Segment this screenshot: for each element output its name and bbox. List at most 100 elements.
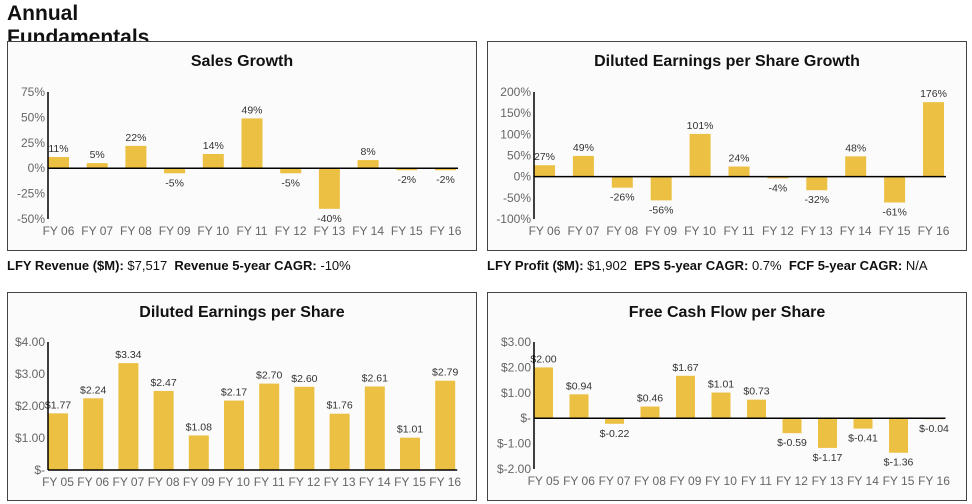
chart-plot: $4.00 $3.00 $2.00 $1.00 $- $1.77 FY 05 $2.24 FY … (15, 335, 461, 489)
data-label: -40% (317, 213, 342, 225)
x-tick-label: FY 10 (705, 474, 737, 488)
bar (318, 168, 340, 209)
data-label: $2.79 (432, 367, 458, 379)
data-label: $2.00 (530, 353, 556, 365)
x-tick-label: FY 07 (112, 475, 144, 489)
x-tick-label: FY 11 (724, 224, 755, 238)
bar (364, 386, 385, 470)
data-label: $-0.04 (919, 423, 949, 435)
revenue-cagr-value: -10% (320, 258, 351, 273)
x-tick-label: FY 12 (288, 475, 320, 489)
x-tick-label: FY 10 (218, 475, 250, 489)
data-label: 24% (728, 153, 749, 165)
y-tick-label: $- (34, 463, 45, 477)
bar (294, 386, 315, 470)
bar (845, 156, 867, 177)
data-label: $-0.59 (777, 437, 807, 449)
data-label: 11% (48, 143, 68, 155)
x-tick-label: FY 11 (254, 475, 285, 489)
bar (572, 155, 594, 177)
bar (86, 163, 108, 169)
x-tick-label: FY 08 (606, 224, 638, 238)
eps-growth-chart: Diluted Earnings per Share Growth 200% 15… (487, 41, 967, 251)
profit-label: LFY Profit ($M): (487, 258, 584, 273)
bar (280, 168, 302, 174)
bar (48, 413, 68, 470)
bar (224, 400, 244, 470)
data-label: -4% (769, 182, 788, 194)
data-label: -26% (610, 192, 635, 204)
y-tick-label: -100% (496, 212, 531, 226)
bar (48, 157, 69, 169)
x-tick-label: FY 06 (43, 224, 75, 238)
x-tick-label: FY 09 (183, 475, 215, 489)
bar (884, 176, 906, 203)
y-tick-label: $2.00 (501, 360, 531, 374)
data-label: -32% (805, 194, 830, 206)
bar (329, 413, 350, 470)
y-tick-label: $-1.00 (497, 437, 531, 451)
y-tick-label: -50% (17, 212, 45, 226)
chart-plot: $3.00 $2.00 $1.00 $- $-1.00 $-2.00 $2.00 FY 05 $… (497, 335, 950, 488)
bar (728, 166, 750, 177)
x-tick-label: FY 06 (77, 475, 109, 489)
x-tick-label: FY 08 (634, 474, 666, 488)
bar (569, 394, 589, 419)
revenue-cagr-label: Revenue 5-year CAGR: (174, 258, 317, 273)
y-tick-label: 50% (507, 149, 531, 163)
bar (396, 168, 418, 171)
x-tick-label: FY 16 (429, 475, 461, 489)
x-tick-label: FY 13 (313, 224, 345, 238)
data-label: 14% (203, 140, 224, 152)
eps-chart: Diluted Earnings per Share $4.00 $3.00 $2.… (7, 292, 477, 501)
bar (676, 375, 695, 419)
x-tick-label: FY 15 (394, 475, 426, 489)
data-label: 101% (687, 120, 714, 132)
x-tick-label: FY 11 (237, 224, 268, 238)
x-tick-label: FY 05 (528, 474, 560, 488)
x-tick-label: FY 07 (81, 224, 113, 238)
y-tick-label: $2.00 (15, 399, 45, 413)
data-label: -2% (436, 174, 455, 186)
bar (605, 418, 624, 424)
bar (153, 390, 174, 470)
data-label: $0.46 (637, 393, 663, 405)
data-label: $2.61 (362, 372, 388, 384)
data-label: $1.77 (45, 399, 71, 411)
y-tick-label: $1.00 (15, 431, 45, 445)
bar (611, 176, 633, 188)
x-tick-label: FY 10 (197, 224, 229, 238)
x-tick-label: FY 08 (120, 224, 152, 238)
chart-plot: 200% 150% 100% 50% 0% -50% -100% 27% FY 06 49% FY … (496, 85, 950, 238)
data-label: -2% (397, 174, 416, 186)
eps-cagr-label: EPS 5-year CAGR: (634, 258, 749, 273)
y-tick-label: $3.00 (501, 335, 531, 349)
y-tick-label: 150% (500, 106, 531, 120)
x-tick-label: FY 10 (684, 224, 716, 238)
chart-plot: 75% 50% 25% 0% -25% -50% 11% FY 06 5% FY 07 22% FY … (17, 85, 462, 238)
bar (853, 418, 873, 429)
bar (782, 418, 802, 434)
bar (767, 176, 789, 179)
x-tick-label: FY 16 (918, 224, 950, 238)
data-label: $2.24 (80, 384, 106, 396)
x-tick-label: FY 15 (883, 474, 915, 488)
x-tick-label: FY 09 (645, 224, 677, 238)
data-label: $2.47 (150, 377, 176, 389)
x-tick-label: FY 14 (840, 224, 872, 238)
bar (640, 406, 660, 419)
x-tick-label: FY 12 (776, 474, 808, 488)
bar (435, 168, 456, 171)
x-tick-label: FY 12 (762, 224, 794, 238)
data-label: $-1.36 (884, 457, 914, 469)
data-label: $0.73 (743, 386, 769, 398)
profit-value: $1,902 (587, 258, 627, 273)
bar (357, 160, 379, 169)
data-label: 22% (125, 132, 146, 144)
chart-title: Diluted Earnings per Share Growth (594, 53, 860, 70)
x-tick-label: FY 14 (352, 224, 384, 238)
eps-cagr-value: 0.7% (751, 258, 782, 273)
data-label: $2.17 (221, 387, 247, 399)
fcf-cagr-value: N/A (905, 258, 928, 273)
x-tick-label: FY 15 (879, 224, 911, 238)
